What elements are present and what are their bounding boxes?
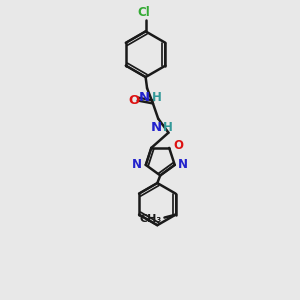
Text: N: N — [139, 91, 150, 103]
Text: H: H — [152, 91, 161, 103]
Text: CH₃: CH₃ — [140, 214, 162, 224]
Text: N: N — [150, 121, 161, 134]
Text: N: N — [178, 158, 188, 171]
Text: O: O — [129, 94, 140, 107]
Text: Cl: Cl — [138, 6, 151, 19]
Text: O: O — [173, 139, 183, 152]
Text: H: H — [163, 121, 172, 134]
Text: N: N — [132, 158, 142, 171]
